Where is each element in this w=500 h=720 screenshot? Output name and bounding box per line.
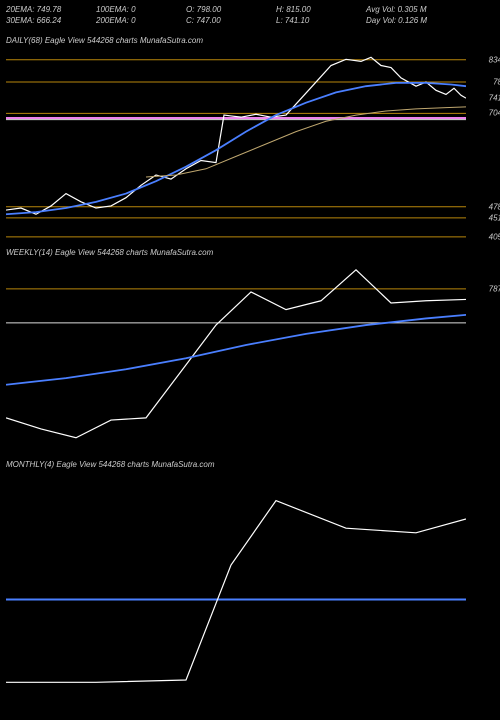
chart-panel: DAILY(68) Eagle View 544268 charts Munaf… — [0, 36, 500, 239]
y-axis-label: 787 — [489, 284, 500, 293]
chart-panel: WEEKLY(14) Eagle View 544268 charts Muna… — [0, 248, 500, 451]
panel-title: WEEKLY(14) Eagle View 544268 charts Muna… — [0, 248, 500, 261]
stat-item: C: 747.00 — [186, 15, 276, 26]
y-axis-labels — [468, 473, 500, 703]
series-line — [6, 270, 466, 438]
series-line — [6, 315, 466, 385]
series-line — [6, 57, 466, 214]
y-axis-labels: 834 78 741 704 478 451 405 — [468, 49, 500, 239]
y-axis-label: 451 — [489, 213, 500, 222]
chart-area: 83478741704478451405 — [6, 49, 466, 239]
y-axis-label: 704 — [489, 109, 500, 118]
series-line — [6, 501, 466, 683]
y-axis-label: 834 — [489, 55, 500, 64]
chart-panel: MONTHLY(4) Eagle View 544268 charts Muna… — [0, 460, 500, 703]
stat-row-1: 20EMA: 749.78100EMA: 0O: 798.00H: 815.00… — [6, 4, 456, 15]
stat-item: 200EMA: 0 — [96, 15, 186, 26]
y-axis-label: 78 — [493, 78, 500, 87]
chart-area: 787 — [6, 261, 466, 451]
stat-item: H: 815.00 — [276, 4, 366, 15]
chart-area — [6, 473, 466, 703]
y-axis-label: 741 — [489, 94, 500, 103]
y-axis-labels: 787 — [468, 261, 500, 451]
stat-item: 100EMA: 0 — [96, 4, 186, 15]
chart-svg — [6, 49, 466, 239]
chart-svg — [6, 261, 466, 451]
panel-title: MONTHLY(4) Eagle View 544268 charts Muna… — [0, 460, 500, 473]
series-line — [6, 83, 466, 214]
panel-title: DAILY(68) Eagle View 544268 charts Munaf… — [0, 36, 500, 49]
stat-item: 20EMA: 749.78 — [6, 4, 96, 15]
stat-row-2: 30EMA: 666.24200EMA: 0C: 747.00L: 741.10… — [6, 15, 456, 26]
header-stats: 20EMA: 749.78100EMA: 0O: 798.00H: 815.00… — [6, 4, 456, 26]
stat-item: L: 741.10 — [276, 15, 366, 26]
stat-item: Day Vol: 0.126 M — [366, 15, 456, 26]
y-axis-label: 405 — [489, 232, 500, 241]
y-axis-label: 478 — [489, 202, 500, 211]
chart-svg — [6, 473, 466, 703]
stat-item: O: 798.00 — [186, 4, 276, 15]
stat-item: Avg Vol: 0.305 M — [366, 4, 456, 15]
stat-item: 30EMA: 666.24 — [6, 15, 96, 26]
